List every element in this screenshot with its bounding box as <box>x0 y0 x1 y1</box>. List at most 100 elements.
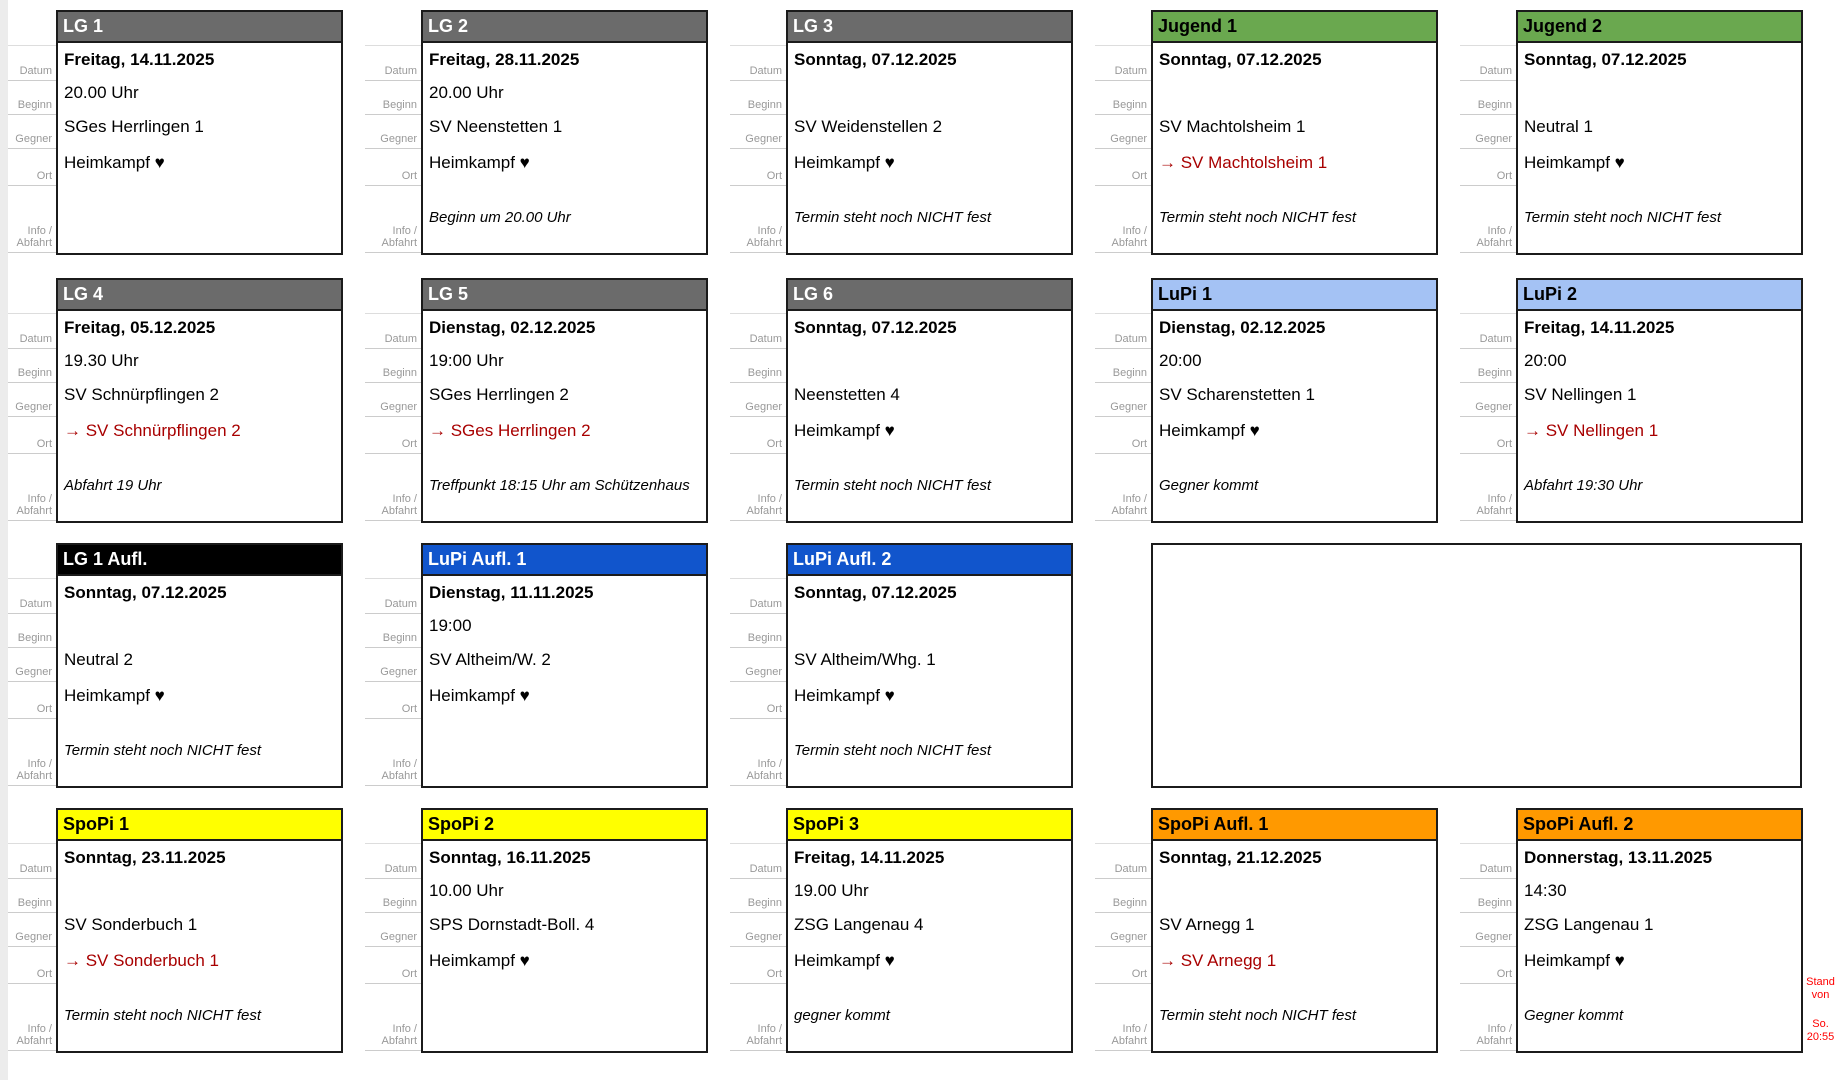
row-labels: Datum Beginn Gegner Ort Info / Abfahrt <box>365 45 421 253</box>
match-location: Heimkampf ♥ <box>794 951 895 970</box>
schedule-cell: Datum Beginn Gegner Ort Info / Abfahrt Sp… <box>730 808 1073 1053</box>
match-info: Termin steht noch NICHT fest <box>794 741 992 759</box>
row-labels: Datum Beginn Gegner Ort Info / Abfahrt <box>1460 843 1516 1051</box>
row-label-datum: Datum <box>0 46 56 81</box>
row-label-gegner: Gegner <box>365 383 421 417</box>
row-label-beginn: Beginn <box>0 879 56 913</box>
row-label-info-abfahrt: Info / Abfahrt <box>730 454 786 521</box>
row-label-ort: Ort <box>730 682 786 720</box>
match-date: Freitag, 14.11.2025 <box>794 847 945 867</box>
match-opponent: SGes Herrlingen 2 <box>429 385 569 404</box>
row-labels: Datum Beginn Gegner Ort Info / Abfahrt <box>1095 45 1151 253</box>
row-label-beginn: Beginn <box>1460 349 1516 383</box>
match-start <box>788 344 1071 378</box>
row-label-ort: Ort <box>1095 149 1151 187</box>
status-timestamp-note: Stand von So. 20:55 <box>1799 976 1842 1044</box>
team-header: SpoPi Aufl. 1 <box>1153 810 1436 841</box>
row-label-beginn: Beginn <box>0 349 56 383</box>
match-card-jugend-1: Jugend 1 Sonntag, 07.12.2025 SV Machtols… <box>1151 10 1438 255</box>
match-location: Heimkampf ♥ <box>794 421 895 440</box>
schedule-cell: Datum Beginn Gegner Ort Info / Abfahrt LG… <box>365 10 708 255</box>
match-info <box>58 182 341 253</box>
row-labels: Datum Beginn Gegner Ort Info / Abfahrt <box>730 843 786 1051</box>
match-card-lg-1-aufl: LG 1 Aufl. Sonntag, 07.12.2025 Neutral 2… <box>56 543 343 788</box>
team-header: Jugend 1 <box>1153 12 1436 43</box>
match-date: Freitag, 05.12.2025 <box>64 317 216 337</box>
team-header: LG 5 <box>423 280 706 311</box>
match-opponent: SV Altheim/Whg. 1 <box>794 650 936 669</box>
row-label-beginn: Beginn <box>365 349 421 383</box>
row-label-datum: Datum <box>730 46 786 81</box>
match-location: Heimkampf ♥ <box>429 951 530 970</box>
match-card-lg-4: LG 4 Freitag, 05.12.2025 19.30 Uhr SV Sc… <box>56 278 343 523</box>
match-start <box>788 609 1071 643</box>
match-date: Freitag, 28.11.2025 <box>429 49 580 69</box>
row-label-info-abfahrt: Info / Abfahrt <box>1460 454 1516 521</box>
row-label-datum: Datum <box>1460 314 1516 349</box>
row-label-ort: Ort <box>1460 417 1516 455</box>
empty-schedule-box <box>1151 543 1802 788</box>
match-card-lg-6: LG 6 Sonntag, 07.12.2025 Neenstetten 4 H… <box>786 278 1073 523</box>
match-opponent: Neenstetten 4 <box>794 385 900 404</box>
match-location-away: → SV Nellingen 1 <box>1524 421 1659 440</box>
match-date: Sonntag, 07.12.2025 <box>1524 49 1687 69</box>
match-opponent: SV Altheim/W. 2 <box>429 650 551 669</box>
row-label-ort: Ort <box>365 417 421 455</box>
match-location: Heimkampf ♥ <box>429 686 530 705</box>
match-start: 19.00 Uhr <box>794 881 869 900</box>
match-opponent: SV Nellingen 1 <box>1524 385 1637 404</box>
schedule-cell: Datum Beginn Gegner Ort Info / Abfahrt Sp… <box>1095 808 1438 1053</box>
match-opponent: SV Weidenstellen 2 <box>794 117 943 136</box>
row-label-datum: Datum <box>365 314 421 349</box>
match-start: 19.30 Uhr <box>64 351 139 370</box>
team-header: LuPi Aufl. 1 <box>423 545 706 576</box>
row-label-gegner: Gegner <box>0 383 56 417</box>
row-label-beginn: Beginn <box>730 614 786 648</box>
row-label-datum: Datum <box>0 579 56 614</box>
match-card-lg-5: LG 5 Dienstag, 02.12.2025 19:00 Uhr SGes… <box>421 278 708 523</box>
row-label-info-abfahrt: Info / Abfahrt <box>365 984 421 1051</box>
match-card-spopi-aufl-1: SpoPi Aufl. 1 Sonntag, 21.12.2025 SV Arn… <box>1151 808 1438 1053</box>
team-header: LuPi 1 <box>1153 280 1436 311</box>
match-date: Dienstag, 02.12.2025 <box>429 317 596 337</box>
match-info: Termin steht noch NICHT fest <box>64 741 262 759</box>
row-labels: Datum Beginn Gegner Ort Info / Abfahrt <box>1095 843 1151 1051</box>
row-label-beginn: Beginn <box>0 81 56 115</box>
match-location-away: → SV Arnegg 1 <box>1159 951 1277 970</box>
row-label-gegner: Gegner <box>1460 383 1516 417</box>
match-start: 19:00 Uhr <box>429 351 504 370</box>
row-label-beginn: Beginn <box>1095 349 1151 383</box>
row-label-info-abfahrt: Info / Abfahrt <box>0 984 56 1051</box>
match-card-jugend-2: Jugend 2 Sonntag, 07.12.2025 Neutral 1 H… <box>1516 10 1803 255</box>
match-start: 19:00 <box>429 616 472 635</box>
match-location-away: → SV Sonderbuch 1 <box>64 951 219 970</box>
row-label-info-abfahrt: Info / Abfahrt <box>1095 186 1151 253</box>
stand-note-line: So. 20:55 <box>1806 1018 1835 1043</box>
schedule-cell: Datum Beginn Gegner Ort Info / Abfahrt Sp… <box>1460 808 1803 1053</box>
row-label-beginn: Beginn <box>730 349 786 383</box>
schedule-cell: Datum Beginn Gegner Ort Info / Abfahrt LG… <box>365 278 708 523</box>
team-header: LG 4 <box>58 280 341 311</box>
row-label-gegner: Gegner <box>1095 115 1151 149</box>
match-opponent: SV Sonderbuch 1 <box>64 915 198 934</box>
row-label-gegner: Gegner <box>730 648 786 682</box>
match-date: Sonntag, 07.12.2025 <box>1159 49 1322 69</box>
row-label-ort: Ort <box>0 682 56 720</box>
row-label-datum: Datum <box>1460 844 1516 879</box>
row-label-ort: Ort <box>1460 947 1516 985</box>
row-label-beginn: Beginn <box>730 879 786 913</box>
match-date: Sonntag, 07.12.2025 <box>64 582 227 602</box>
row-label-beginn: Beginn <box>365 614 421 648</box>
row-label-beginn: Beginn <box>1095 81 1151 115</box>
row-label-gegner: Gegner <box>730 913 786 947</box>
match-date: Sonntag, 07.12.2025 <box>794 317 957 337</box>
row-label-ort: Ort <box>0 149 56 187</box>
match-start: 14:30 <box>1524 881 1567 900</box>
row-labels: Datum Beginn Gegner Ort Info / Abfahrt <box>0 45 56 253</box>
match-date: Freitag, 14.11.2025 <box>1524 317 1675 337</box>
match-info: Abfahrt 19 Uhr <box>64 476 162 494</box>
row-label-gegner: Gegner <box>365 913 421 947</box>
row-label-beginn: Beginn <box>1460 879 1516 913</box>
match-location-away: → SV Machtolsheim 1 <box>1159 153 1328 172</box>
row-label-gegner: Gegner <box>365 115 421 149</box>
